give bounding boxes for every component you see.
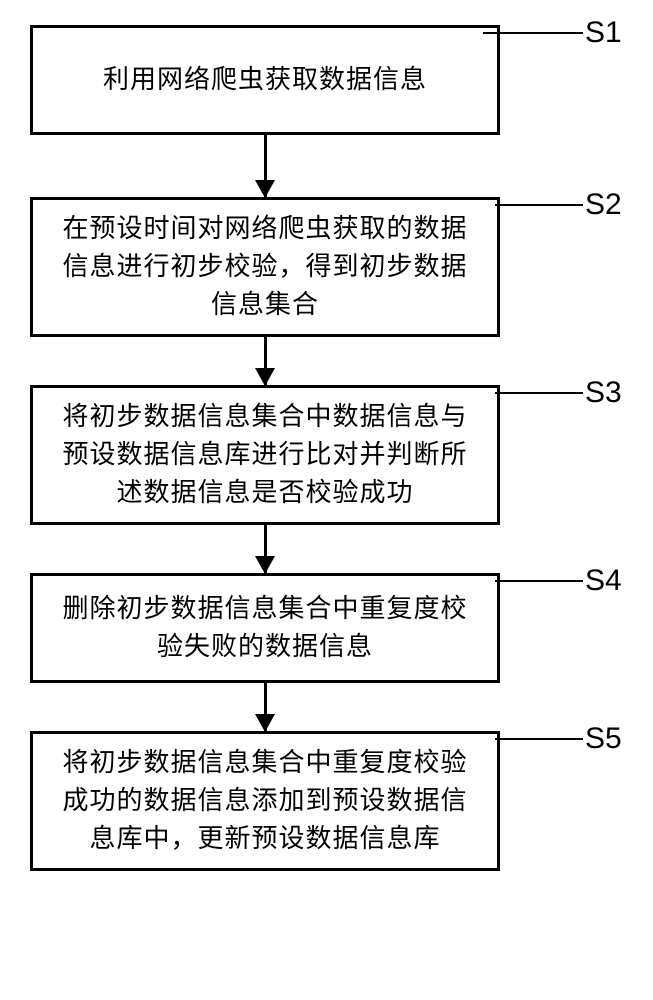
arrow-container bbox=[30, 525, 500, 573]
down-arrow-icon bbox=[264, 683, 267, 731]
flow-box-s5: 将初步数据信息集合中重复度校验成功的数据信息添加到预设数据信息库中，更新预设数据… bbox=[30, 731, 500, 871]
flow-step: 利用网络爬虫获取数据信息 S1 bbox=[30, 25, 620, 197]
down-arrow-icon bbox=[264, 135, 267, 197]
label-connector-line bbox=[495, 738, 583, 740]
flow-box-text: 将初步数据信息集合中重复度校验成功的数据信息添加到预设数据信息库中，更新预设数据… bbox=[53, 744, 477, 857]
arrow-container bbox=[30, 135, 500, 197]
step-label: S4 bbox=[585, 564, 622, 598]
flow-step: 将初步数据信息集合中重复度校验成功的数据信息添加到预设数据信息库中，更新预设数据… bbox=[30, 731, 620, 871]
label-connector-line bbox=[495, 204, 583, 206]
down-arrow-icon bbox=[264, 525, 267, 573]
step-label: S1 bbox=[585, 16, 622, 50]
flowchart-container: 利用网络爬虫获取数据信息 S1 在预设时间对网络爬虫获取的数据信息进行初步校验，… bbox=[30, 25, 620, 871]
step-label: S5 bbox=[585, 722, 622, 756]
flow-box-s2: 在预设时间对网络爬虫获取的数据信息进行初步校验，得到初步数据信息集合 S2 bbox=[30, 197, 500, 337]
flow-step: 删除初步数据信息集合中重复度校验失败的数据信息 S4 bbox=[30, 573, 620, 731]
flow-box-text: 利用网络爬虫获取数据信息 bbox=[103, 61, 427, 99]
label-connector-line bbox=[483, 32, 583, 34]
arrow-container bbox=[30, 337, 500, 385]
label-connector-line bbox=[495, 392, 583, 394]
flow-step: 将初步数据信息集合中数据信息与预设数据信息库进行比对并判断所述数据信息是否校验成… bbox=[30, 385, 620, 573]
flow-box-text: 将初步数据信息集合中数据信息与预设数据信息库进行比对并判断所述数据信息是否校验成… bbox=[53, 398, 477, 511]
down-arrow-icon bbox=[264, 337, 267, 385]
flow-box-s4: 删除初步数据信息集合中重复度校验失败的数据信息 S4 bbox=[30, 573, 500, 683]
flow-box-s3: 将初步数据信息集合中数据信息与预设数据信息库进行比对并判断所述数据信息是否校验成… bbox=[30, 385, 500, 525]
arrow-container bbox=[30, 683, 500, 731]
step-label: S2 bbox=[585, 188, 622, 222]
flow-box-text: 在预设时间对网络爬虫获取的数据信息进行初步校验，得到初步数据信息集合 bbox=[53, 210, 477, 323]
flow-box-text: 删除初步数据信息集合中重复度校验失败的数据信息 bbox=[53, 590, 477, 665]
flow-step: 在预设时间对网络爬虫获取的数据信息进行初步校验，得到初步数据信息集合 S2 bbox=[30, 197, 620, 385]
label-connector-line bbox=[495, 580, 583, 582]
step-label: S3 bbox=[585, 376, 622, 410]
flow-box-s1: 利用网络爬虫获取数据信息 S1 bbox=[30, 25, 500, 135]
